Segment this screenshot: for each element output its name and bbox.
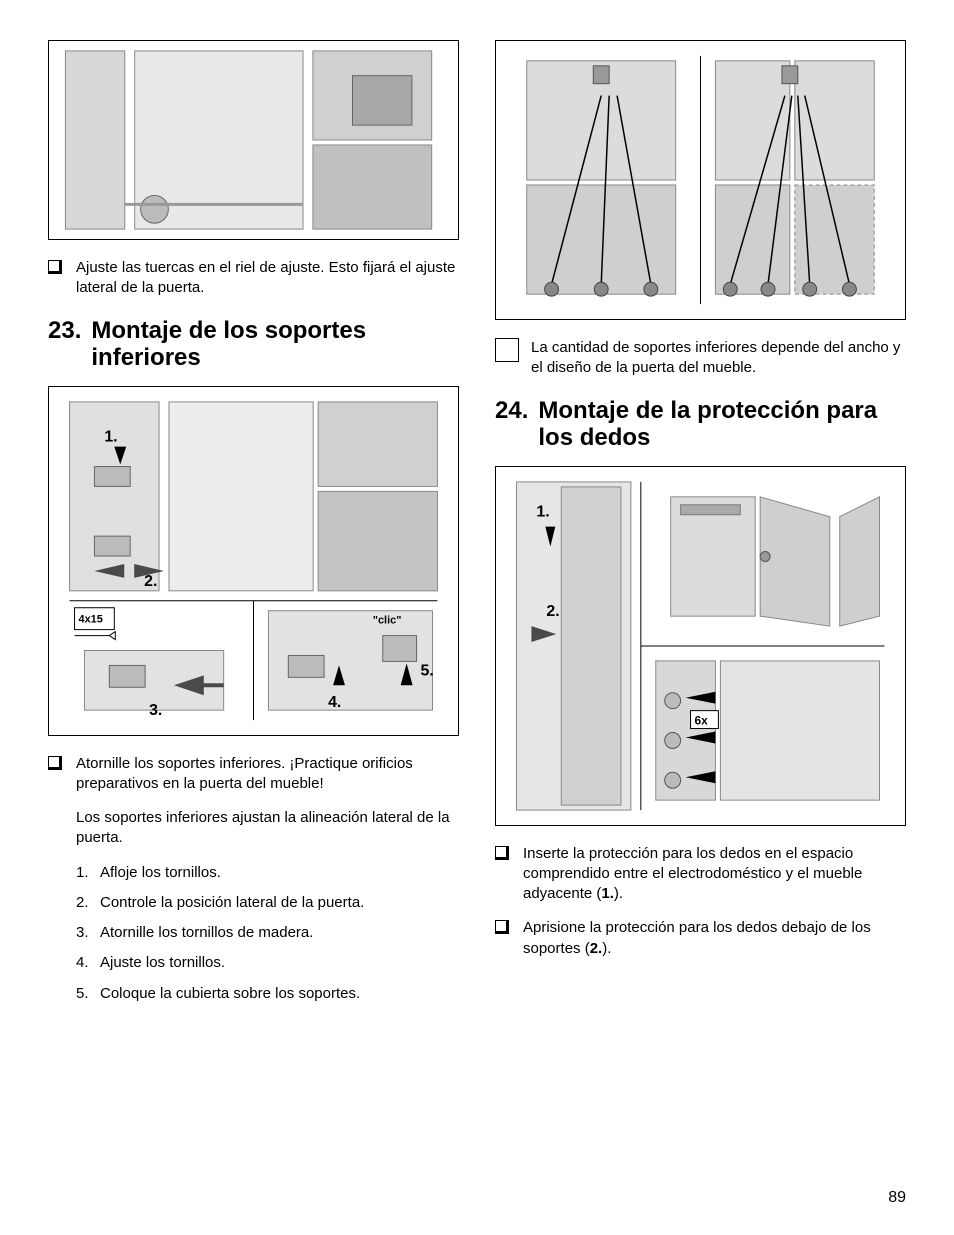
svg-text:1.: 1.: [104, 428, 117, 445]
svg-text:1.: 1.: [536, 503, 549, 520]
bullet-icon: [48, 260, 62, 274]
svg-text:6x: 6x: [695, 713, 709, 727]
step-item: 5. Coloque la cubierta sobre los soporte…: [76, 984, 459, 1004]
figure-23-variants: [495, 40, 906, 320]
svg-text:"clic": "clic": [373, 614, 402, 626]
figure-23-intro-svg: [49, 41, 458, 239]
step-text: Ajuste los tornillos.: [100, 953, 225, 973]
step-number: 2.: [76, 893, 100, 913]
step-text: Coloque la cubierta sobre los soportes.: [100, 984, 360, 1004]
step-number: 1.: [76, 863, 100, 883]
page-number: 89: [888, 1189, 906, 1207]
section-title: Montaje de los soportes inferiores: [91, 317, 459, 372]
right-column: La cantidad de soportes inferiores depen…: [495, 40, 906, 1014]
figure-23-intro: [48, 40, 459, 240]
figure-23-variants-svg: [496, 41, 905, 319]
note-icon: [495, 338, 519, 362]
bullet-icon: [495, 920, 509, 934]
bullet-text: Ajuste las tuercas en el riel de ajuste.…: [76, 258, 459, 299]
bullet-text: Aprisione la protección para los dedos d…: [523, 918, 906, 959]
svg-text:3.: 3.: [149, 702, 162, 719]
bullet-text: Atornille los soportes inferiores. ¡Prac…: [76, 754, 459, 795]
page-columns: Ajuste las tuercas en el riel de ajuste.…: [48, 40, 906, 1014]
note-supports-count: La cantidad de soportes inferiores depen…: [495, 338, 906, 379]
figure-23-steps: 1. 2. 4x15 3.: [48, 386, 459, 736]
step-item: 3. Atornille los tornillos de madera.: [76, 923, 459, 943]
step-number: 5.: [76, 984, 100, 1004]
step-text: Atornille los tornillos de madera.: [100, 923, 313, 943]
step-item: 1. Afloje los tornillos.: [76, 863, 459, 883]
svg-text:4x15: 4x15: [79, 613, 103, 625]
figure-24-steps-svg: 1. 2.: [496, 467, 905, 825]
text-fragment: Aprisione la protección para los dedos d…: [523, 919, 871, 956]
figure-23-steps-svg: 1. 2. 4x15 3.: [49, 387, 458, 735]
step-item: 2. Controle la posición lateral de la pu…: [76, 893, 459, 913]
text-fragment: Inserte la protección para los dedos en …: [523, 845, 862, 903]
text-fragment: ).: [614, 885, 623, 902]
figure-24-steps: 1. 2.: [495, 466, 906, 826]
bullet-icon: [495, 846, 509, 860]
step-number: 3.: [76, 923, 100, 943]
ordered-steps: 1. Afloje los tornillos. 2. Controle la …: [76, 863, 459, 1004]
section-number: 24.: [495, 397, 528, 425]
left-column: Ajuste las tuercas en el riel de ajuste.…: [48, 40, 459, 1014]
text-fragment: ).: [602, 940, 611, 957]
bullet-press-guard: Aprisione la protección para los dedos d…: [495, 918, 906, 959]
svg-text:2.: 2.: [144, 573, 157, 590]
section-title: Montaje de la protección para los dedos: [538, 397, 906, 452]
step-text: Controle la posición lateral de la puert…: [100, 893, 364, 913]
svg-text:5.: 5.: [421, 662, 434, 679]
bullet-icon: [48, 756, 62, 770]
step-item: 4. Ajuste los tornillos.: [76, 953, 459, 973]
section-23-heading: 23. Montaje de los soportes inferiores: [48, 317, 459, 372]
step-number: 4.: [76, 953, 100, 973]
bold-ref: 2.: [590, 940, 603, 957]
section-number: 23.: [48, 317, 81, 345]
bullet-adjust-nuts: Ajuste las tuercas en el riel de ajuste.…: [48, 258, 459, 299]
svg-text:2.: 2.: [546, 603, 559, 620]
bullet-screw-supports: Atornille los soportes inferiores. ¡Prac…: [48, 754, 459, 795]
svg-text:4.: 4.: [328, 694, 341, 711]
bold-ref: 1.: [601, 885, 614, 902]
note-text: La cantidad de soportes inferiores depen…: [531, 338, 906, 379]
bullet-insert-guard: Inserte la protección para los dedos en …: [495, 844, 906, 905]
paragraph-alignment: Los soportes inferiores ajustan la aline…: [76, 808, 459, 849]
step-text: Afloje los tornillos.: [100, 863, 221, 883]
bullet-text: Inserte la protección para los dedos en …: [523, 844, 906, 905]
section-24-heading: 24. Montaje de la protección para los de…: [495, 397, 906, 452]
